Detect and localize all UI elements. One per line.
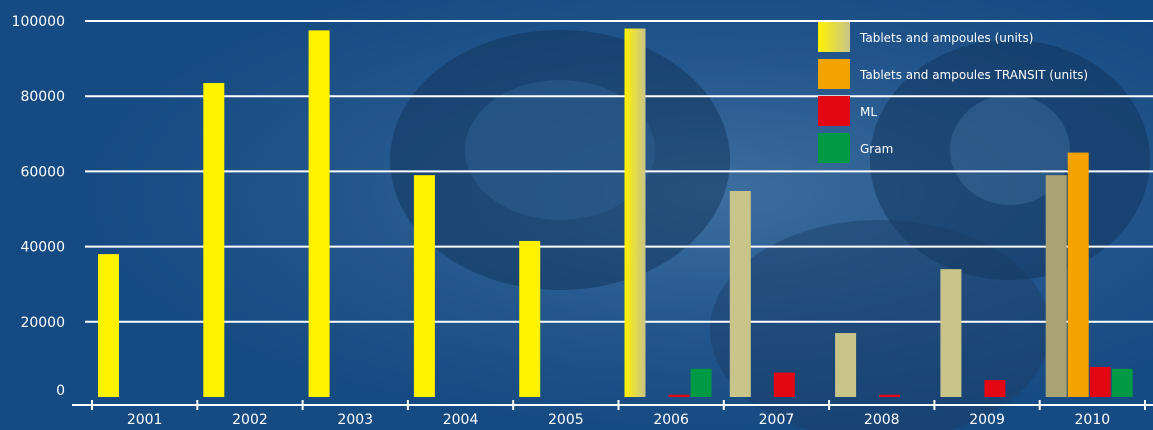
- gridlines: [85, 20, 1153, 323]
- x-tick-label: 2001: [127, 412, 163, 428]
- bar-tablets-and-ampoules-units--2001: [98, 254, 119, 397]
- x-tick-label: 2002: [232, 412, 268, 428]
- x-axis: 2001 2002 2003 2004 2005 2006 2007 2008 2009 2010: [72, 400, 1153, 428]
- legend: Tablets and ampoules (units) Tablets and …: [818, 22, 1088, 163]
- legend-swatch: [818, 133, 850, 163]
- x-tick-label: 2004: [443, 412, 479, 428]
- bar-tablets-and-ampoules-units--2002: [203, 83, 225, 397]
- legend-label: Tablets and ampoules (units): [859, 31, 1033, 45]
- y-tick-label: 20000: [20, 315, 65, 331]
- bar-gram-2006: [690, 368, 712, 397]
- x-tick-label: 2009: [969, 412, 1005, 428]
- bar-ml-2009: [984, 380, 1006, 397]
- x-tick-label: 2008: [864, 412, 900, 428]
- bar-tablets-and-ampoules-units--2003: [308, 30, 330, 398]
- legend-swatch: [818, 96, 850, 126]
- x-tick-label: 2007: [759, 412, 795, 428]
- x-tick-label: 2006: [653, 412, 689, 428]
- bars: [98, 28, 1133, 398]
- bar-tablets-and-ampoules-units--2009: [940, 269, 962, 397]
- y-axis-ticks: 0 20000 40000 60000 80000 100000: [12, 14, 65, 399]
- legend-label: Tablets and ampoules TRANSIT (units): [859, 68, 1088, 82]
- legend-label: ML: [860, 105, 877, 119]
- bar-tablets-and-ampoules-units--2006: [624, 28, 646, 398]
- bar-ml-2010: [1089, 366, 1111, 397]
- bar-gram-2010: [1111, 368, 1133, 397]
- bar-ml-2006: [668, 394, 690, 397]
- bar-tablets-and-ampoules-units--2005: [519, 240, 541, 397]
- bar-tablets-and-ampoules-units--2010: [1045, 175, 1067, 397]
- bar-tablets-and-ampoules-units--2008: [835, 333, 857, 397]
- legend-label: Gram: [860, 142, 893, 156]
- legend-swatch: [818, 59, 850, 89]
- bar-tablets-and-ampoules-units--2007: [729, 190, 751, 397]
- y-tick-label: 0: [56, 383, 65, 399]
- legend-swatch: [818, 22, 850, 52]
- y-tick-label: 40000: [20, 240, 65, 256]
- y-tick-label: 60000: [20, 164, 65, 180]
- bar-tablets-and-ampoules-transit-units--2010: [1067, 152, 1089, 397]
- bar-ml-2008: [879, 394, 901, 397]
- y-tick-label: 80000: [20, 89, 65, 105]
- x-tick-label: 2010: [1075, 412, 1111, 428]
- x-tick-label: 2005: [548, 412, 584, 428]
- y-tick-label: 100000: [12, 14, 65, 30]
- bar-ml-2007: [773, 372, 795, 397]
- bar-tablets-and-ampoules-units--2004: [413, 175, 435, 397]
- x-tick-label: 2003: [337, 412, 373, 428]
